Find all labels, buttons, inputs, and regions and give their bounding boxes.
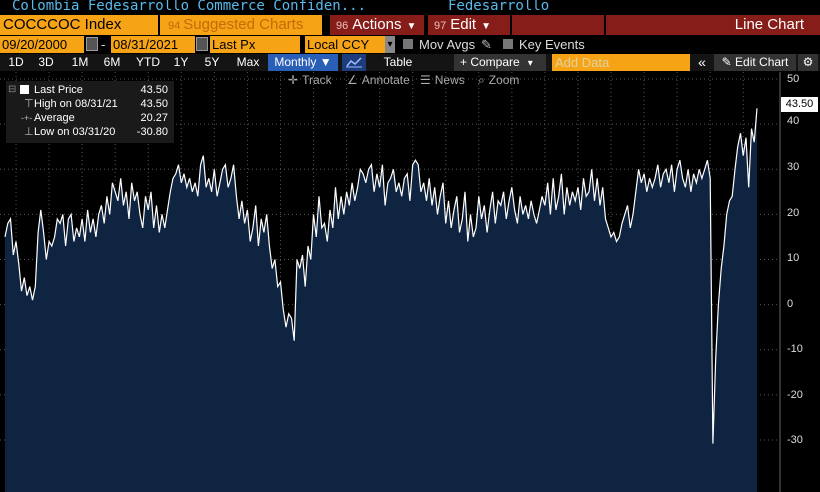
edit-label: Edit bbox=[450, 16, 477, 33]
legend-low: ⊥ Low on 03/31/20 -30.80 bbox=[6, 125, 174, 139]
title-bar: Colombia Fedesarrollo Commerce Confiden.… bbox=[0, 0, 820, 15]
y-tick-label: 40 bbox=[787, 115, 800, 127]
news-tool[interactable]: ☰ News bbox=[420, 72, 465, 89]
annotate-tool[interactable]: ∠ Annotate bbox=[347, 72, 410, 89]
add-data-input[interactable]: Add Data bbox=[552, 54, 690, 71]
average-label: Average bbox=[34, 112, 75, 124]
suggested-charts-button[interactable]: 94 Suggested Charts bbox=[160, 15, 322, 35]
toolbar-spacer bbox=[512, 15, 604, 35]
low-label: Low on 03/31/20 bbox=[34, 126, 116, 138]
actions-button[interactable]: 96 Actions ▼ bbox=[330, 15, 424, 35]
series-line bbox=[4, 108, 758, 444]
y-tick-label: 0 bbox=[787, 298, 794, 310]
track-tool[interactable]: ✛ Track bbox=[288, 72, 332, 89]
currency-select[interactable]: Local CCY bbox=[305, 36, 385, 53]
news-icon: ☰ bbox=[420, 73, 431, 87]
caret-down-icon: ▼ bbox=[406, 21, 417, 32]
y-tick-label: 30 bbox=[787, 161, 800, 173]
compare-label: + Compare bbox=[460, 55, 520, 69]
edit-number: 97 bbox=[434, 20, 447, 32]
high-label: High on 08/31/21 bbox=[34, 98, 118, 110]
caret-down-icon: ▾ bbox=[527, 58, 533, 69]
security-name: Colombia Fedesarrollo Commerce Confiden.… bbox=[12, 0, 367, 14]
period-1d[interactable]: 1D bbox=[8, 55, 24, 69]
price-chart[interactable] bbox=[0, 72, 820, 492]
period-5y[interactable]: 5Y bbox=[204, 55, 220, 69]
end-date-field[interactable]: 08/31/2021 bbox=[111, 36, 195, 53]
key-events-checkbox[interactable] bbox=[503, 39, 513, 49]
last-value-flag: 43.50 bbox=[781, 97, 818, 112]
legend-average: -+- Average 20.27 bbox=[6, 111, 174, 125]
y-tick-label: 50 bbox=[787, 73, 800, 85]
key-events-label[interactable]: Key Events bbox=[519, 37, 585, 52]
suggested-charts-label: Suggested Charts bbox=[183, 16, 304, 33]
suggested-charts-number: 94 bbox=[168, 20, 181, 32]
track-label: Track bbox=[302, 73, 332, 87]
calendar-icon[interactable] bbox=[86, 37, 98, 51]
date-toolbar: 09/20/2000 - 08/31/2021 Last Px Local CC… bbox=[0, 36, 820, 53]
frequency-select[interactable]: Monthly ▼ bbox=[268, 54, 338, 71]
caret-down-icon: ▼ bbox=[481, 21, 492, 32]
last-price-swatch bbox=[20, 85, 29, 94]
chart-type-label[interactable]: Line Chart bbox=[606, 15, 820, 35]
y-tick-label: -30 bbox=[787, 434, 803, 446]
collapse-icon[interactable]: « bbox=[698, 54, 706, 70]
actions-number: 96 bbox=[336, 20, 349, 32]
zoom-tool[interactable]: ⌕ Zoom bbox=[478, 72, 519, 89]
annotate-label: Annotate bbox=[361, 73, 410, 87]
annotate-pen-icon: ∠ bbox=[347, 73, 358, 87]
low-value: -30.80 bbox=[136, 126, 168, 138]
line-chart-glyph bbox=[346, 57, 362, 68]
low-marker-icon: ⊥ bbox=[24, 126, 34, 138]
mov-avgs-label[interactable]: Mov Avgs bbox=[419, 37, 476, 52]
zoom-icon: ⌕ bbox=[478, 73, 485, 87]
currency-dropdown-arrow[interactable]: ▾ bbox=[385, 36, 395, 53]
period-ytd[interactable]: YTD bbox=[136, 55, 160, 69]
zoom-label: Zoom bbox=[488, 73, 520, 87]
high-value: 43.50 bbox=[140, 98, 168, 110]
y-tick-label: -10 bbox=[787, 343, 803, 355]
calendar-icon[interactable] bbox=[196, 37, 208, 51]
chart-legend: ⊟ Last Price 43.50 ⊤ High on 08/31/21 43… bbox=[6, 81, 174, 143]
crosshair-icon: ✛ bbox=[288, 73, 299, 87]
period-6m[interactable]: 6M bbox=[103, 55, 121, 69]
actions-label: Actions bbox=[352, 16, 402, 33]
period-3d[interactable]: 3D bbox=[38, 55, 54, 69]
last-price-value: 43.50 bbox=[140, 84, 168, 96]
period-max[interactable]: Max bbox=[236, 55, 260, 69]
average-marker-icon: -+- bbox=[21, 113, 33, 123]
y-tick-label: 10 bbox=[787, 252, 800, 264]
main-toolbar: COCCCOC Index 94 Suggested Charts 96 Actio… bbox=[0, 15, 820, 35]
source-name: Fedesarrollo bbox=[448, 0, 550, 14]
edit-button[interactable]: 97 Edit ▼ bbox=[428, 15, 510, 35]
high-marker-icon: ⊤ bbox=[24, 98, 34, 110]
ticker-field[interactable]: COCCCOC Index bbox=[0, 15, 158, 35]
period-toolbar: 1D 3D 1M 6M YTD 1Y 5Y Max Monthly ▼ Tabl… bbox=[0, 54, 820, 71]
line-chart-icon[interactable] bbox=[342, 54, 366, 71]
price-field-select[interactable]: Last Px bbox=[210, 36, 300, 53]
average-value: 20.27 bbox=[140, 112, 168, 124]
expand-icon[interactable]: ⊟ bbox=[8, 84, 17, 95]
series-area-fill bbox=[5, 108, 757, 492]
period-1y[interactable]: 1Y bbox=[173, 55, 189, 69]
settings-gear-icon[interactable]: ⚙ bbox=[798, 54, 818, 71]
compare-button[interactable]: + Compare ▾ bbox=[454, 54, 546, 71]
news-label: News bbox=[434, 73, 465, 87]
table-button[interactable]: Table bbox=[383, 55, 413, 69]
date-separator: - bbox=[101, 37, 106, 52]
start-date-field[interactable]: 09/20/2000 bbox=[0, 36, 84, 53]
pencil-icon[interactable]: ✎ bbox=[481, 37, 492, 52]
y-tick-label: 20 bbox=[787, 207, 800, 219]
legend-last-price: ⊟ Last Price 43.50 bbox=[6, 83, 174, 97]
legend-high: ⊤ High on 08/31/21 43.50 bbox=[6, 97, 174, 111]
y-tick-label: -20 bbox=[787, 389, 803, 401]
edit-chart-button[interactable]: ✎ Edit Chart bbox=[714, 54, 796, 71]
period-1m[interactable]: 1M bbox=[71, 55, 89, 69]
last-price-label: Last Price bbox=[34, 84, 83, 96]
mov-avgs-checkbox[interactable] bbox=[403, 39, 413, 49]
